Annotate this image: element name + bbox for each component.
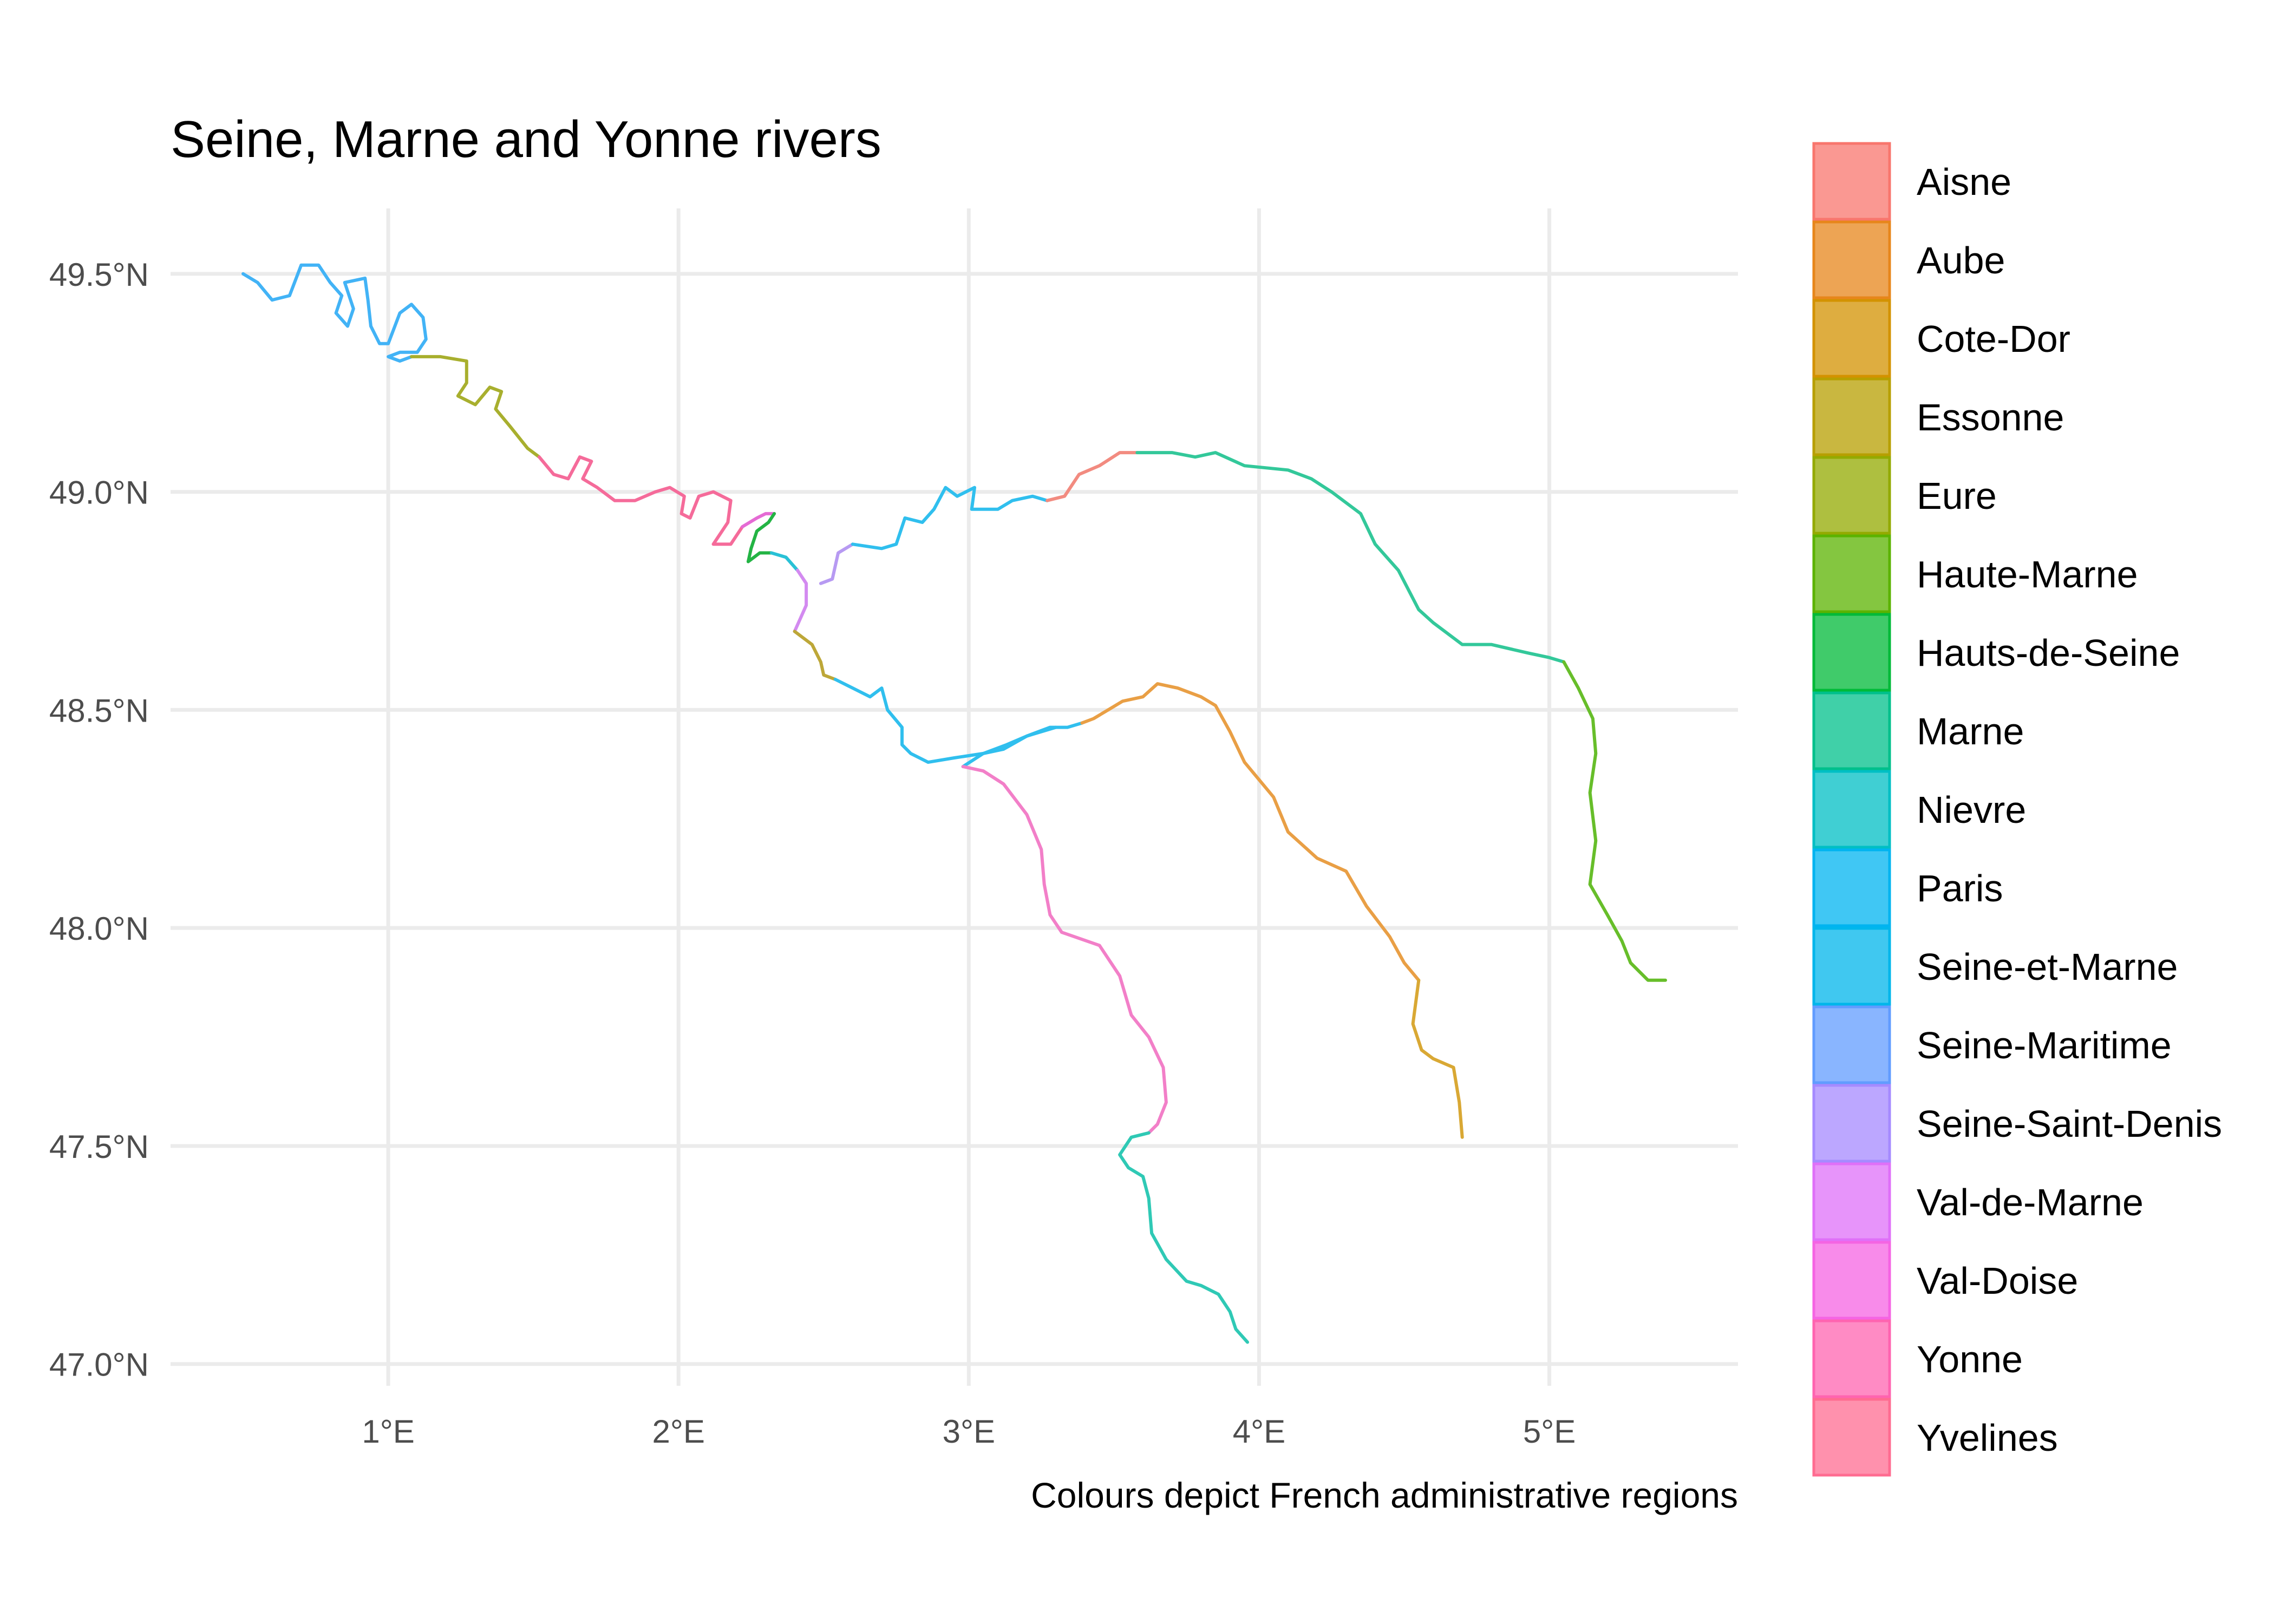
y-axis: 49.5°N 49.0°N 48.5°N 48.0°N 47.5°N 47.0°N <box>49 257 149 1383</box>
river-segment-nievre <box>1118 1131 1249 1344</box>
x-tick-label: 3°E <box>943 1413 995 1450</box>
legend-key-marne <box>1812 691 1891 770</box>
x-tick-label: 5°E <box>1523 1413 1576 1450</box>
legend-label-marne: Marne <box>1917 710 2024 752</box>
legend-label-seine-maritime: Seine-Maritime <box>1917 1024 2172 1066</box>
legend-label-haute-marne: Haute-Marne <box>1917 553 2138 595</box>
legend-label-yonne: Yonne <box>1917 1338 2023 1380</box>
river-segment-seine-et-marne <box>851 486 1049 551</box>
y-tick-label: 47.0°N <box>49 1347 149 1383</box>
plot-panel <box>171 208 1738 1386</box>
river-segment-hauts-de-seine <box>746 512 776 564</box>
legend-key-nievre <box>1812 770 1891 849</box>
y-tick-label: 49.0°N <box>49 475 149 511</box>
x-axis: 1°E 2°E 3°E 4°E 5°E <box>362 1413 1576 1450</box>
river-segment-haute-marne <box>1562 660 1667 982</box>
legend-label-val-de-marne: Val-de-Marne <box>1917 1181 2144 1223</box>
legend-label-cote-dor: Cote-Dor <box>1917 318 2070 360</box>
x-tick-label: 2°E <box>652 1413 704 1450</box>
river-segment-marne <box>1135 451 1566 664</box>
legend-key-aisne <box>1812 142 1891 221</box>
legend-label-yvelines: Yvelines <box>1917 1417 2058 1459</box>
legend-label-aube: Aube <box>1917 239 2005 281</box>
legend-label-nievre: Nievre <box>1917 789 2026 831</box>
y-tick-label: 48.5°N <box>49 692 149 729</box>
river-segment-seine-saint-denis <box>819 542 854 585</box>
river-segment-paris <box>769 551 799 572</box>
legend-key-paris <box>1812 848 1891 927</box>
legend-label-eure: Eure <box>1917 475 1997 517</box>
legend-key-val-de-marne <box>1812 1162 1891 1241</box>
legend-key-aube <box>1812 220 1891 299</box>
river-segment-yonne <box>961 765 1168 1135</box>
legend-key-val-doise <box>1812 1241 1891 1320</box>
legend-key-eure <box>1812 456 1891 535</box>
river-segment-cote-dor <box>1411 978 1464 1139</box>
legend-key-yvelines <box>1812 1398 1891 1477</box>
legend: Aisne Aube Cote-Dor Essonne Eure Haute-Marne H… <box>1812 142 2222 1477</box>
y-tick-label: 49.5°N <box>49 257 149 293</box>
legend-label-val-doise: Val-Doise <box>1917 1260 2078 1302</box>
river-segment-eure <box>410 355 541 459</box>
river-segment-essonne <box>793 630 837 681</box>
legend-key-hauts-de-seine <box>1812 613 1891 692</box>
legend-label-aisne: Aisne <box>1917 161 2011 203</box>
legend-key-seine-saint-denis <box>1812 1084 1891 1163</box>
legend-key-cote-dor <box>1812 299 1891 378</box>
chart-title: Seine, Marne and Yonne rivers <box>171 110 881 168</box>
legend-label-seine-saint-denis: Seine-Saint-Denis <box>1917 1103 2222 1145</box>
river-lines <box>241 263 1667 1344</box>
legend-key-essonne <box>1812 377 1891 456</box>
river-segment-val-doise <box>741 512 776 529</box>
legend-key-haute-marne <box>1812 534 1891 613</box>
grid-lines <box>171 208 1738 1386</box>
chart-caption: Colours depict French administrative reg… <box>1031 1475 1738 1515</box>
legend-label-paris: Paris <box>1917 867 2003 909</box>
river-segment-aube <box>1080 682 1421 982</box>
x-tick-label: 1°E <box>362 1413 414 1450</box>
legend-key-yonne <box>1812 1319 1891 1398</box>
river-segment-seine-maritime <box>241 263 428 363</box>
legend-label-hauts-de-seine: Hauts-de-Seine <box>1917 632 2180 674</box>
river-segment-seine-et-marne <box>961 725 1058 769</box>
legend-key-seine-maritime <box>1812 1005 1891 1084</box>
y-tick-label: 48.0°N <box>49 911 149 947</box>
river-segment-yvelines <box>537 455 744 546</box>
x-tick-label: 4°E <box>1233 1413 1285 1450</box>
legend-key-seine-et-marne <box>1812 927 1891 1006</box>
river-segment-val-de-marne <box>793 568 808 633</box>
y-tick-label: 47.5°N <box>49 1129 149 1165</box>
river-segment-aisne <box>1045 451 1139 502</box>
legend-label-essonne: Essonne <box>1917 396 2064 438</box>
legend-label-seine-et-marne: Seine-et-Marne <box>1917 946 2178 988</box>
